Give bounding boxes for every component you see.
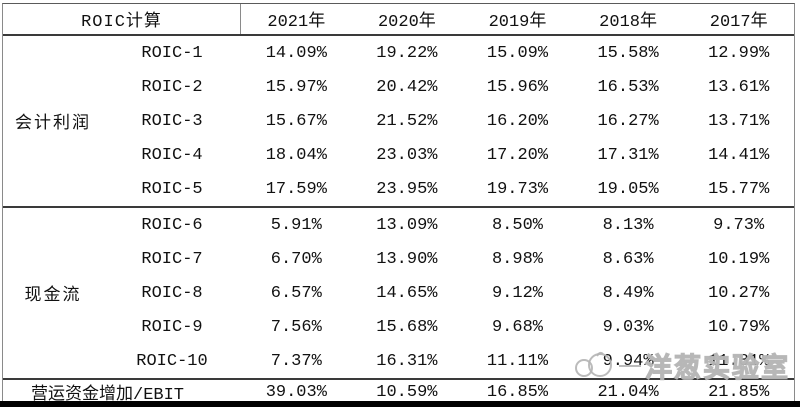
value-cell: 16.53% — [597, 77, 659, 97]
value-cell: 6.57% — [270, 283, 322, 303]
value-cell: 10.27% — [708, 283, 770, 303]
roic-label: ROIC-7 — [141, 249, 203, 269]
value-cell: 11.81% — [708, 351, 770, 371]
value-cell: 11.11% — [486, 351, 549, 371]
value-cell: 8.50% — [491, 215, 543, 235]
table-row-roic-3: ROIC-3 15.67% 21.52% 16.20% 16.27% 13.71… — [103, 104, 794, 138]
value-cell: 14.09% — [265, 43, 327, 63]
group-label-cash-flow: 现金流 — [24, 287, 82, 306]
table-row-roic-5: ROIC-5 17.59% 23.95% 19.73% 19.05% 15.77… — [103, 172, 794, 206]
value-cell: 9.12% — [491, 283, 543, 303]
value-cell: 6.70% — [270, 249, 322, 269]
value-cell: 19.22% — [376, 43, 438, 63]
value-cell: 5.91% — [270, 215, 322, 235]
value-cell: 9.73% — [713, 215, 765, 235]
value-cell: 15.77% — [708, 179, 770, 199]
value-cell: 9.03% — [602, 317, 654, 337]
group-rows: ROIC-1 14.09% 19.22% 15.09% 15.58% 12.99… — [103, 36, 794, 206]
value-cell: 13.71% — [708, 111, 770, 131]
value-cell: 12.99% — [708, 43, 770, 63]
table-footer-row: 营运资金增加/EBIT 39.03% 10.59% 16.85% 21.04% … — [3, 380, 794, 406]
value-cell: 18.04% — [265, 145, 327, 165]
value-cell: 15.96% — [486, 77, 549, 97]
value-cell: 8.98% — [491, 249, 543, 269]
value-cell: 17.20% — [486, 145, 549, 165]
table-row-roic-7: ROIC-7 6.70% 13.90% 8.98% 8.63% 10.19% — [103, 242, 794, 276]
value-cell: 15.68% — [376, 317, 438, 337]
value-cell: 14.65% — [376, 283, 438, 303]
value-cell: 39.03% — [265, 382, 327, 402]
value-cell: 7.37% — [270, 351, 322, 371]
value-cell: 13.61% — [708, 77, 770, 97]
roic-label: ROIC-1 — [141, 43, 203, 63]
roic-label: ROIC-4 — [141, 145, 203, 165]
value-cell: 19.73% — [486, 179, 549, 199]
value-cell: 15.58% — [597, 43, 659, 63]
value-cell: 17.31% — [597, 145, 659, 165]
header-year-2021: 2021年 — [267, 13, 326, 32]
roic-label: ROIC-3 — [141, 111, 203, 131]
value-cell: 21.04% — [597, 382, 659, 402]
footer-label-ebit: 营运资金增加/EBIT — [31, 386, 185, 405]
value-cell: 23.03% — [376, 145, 438, 165]
value-cell: 9.94% — [602, 351, 654, 371]
value-cell: 10.79% — [708, 317, 770, 337]
value-cell: 13.90% — [376, 249, 438, 269]
value-cell: 16.31% — [376, 351, 438, 371]
table-row-roic-9: ROIC-9 7.56% 15.68% 9.68% 9.03% 10.79% — [103, 310, 794, 344]
value-cell: 8.49% — [602, 283, 654, 303]
value-cell: 21.52% — [376, 111, 438, 131]
bottom-border-bar — [0, 401, 800, 407]
group-cash-flow: 现金流 ROIC-6 5.91% 13.09% 8.50% 8.13% 9.73… — [3, 208, 794, 380]
group-label-accounting-profit: 会计利润 — [15, 115, 91, 134]
table-row-roic-6: ROIC-6 5.91% 13.09% 8.50% 8.13% 9.73% — [103, 208, 794, 242]
value-cell: 16.27% — [597, 111, 659, 131]
value-cell: 10.19% — [708, 249, 770, 269]
roic-label: ROIC-9 — [141, 317, 203, 337]
header-year-2020: 2020年 — [377, 13, 436, 32]
value-cell: 13.09% — [376, 215, 438, 235]
header-roic-calc: ROIC计算 — [3, 4, 241, 34]
value-cell: 20.42% — [376, 77, 438, 97]
roic-label: ROIC-5 — [141, 179, 203, 199]
value-cell: 16.85% — [486, 382, 549, 402]
roic-table: ROIC计算 2021年 2020年 2019年 2018年 2017年 会计利… — [2, 3, 795, 406]
value-cell: 9.68% — [491, 317, 543, 337]
value-cell: 15.97% — [265, 77, 327, 97]
header-year-2018: 2018年 — [599, 13, 657, 32]
table-row-roic-2: ROIC-2 15.97% 20.42% 15.96% 16.53% 13.61… — [103, 70, 794, 104]
value-cell: 8.13% — [602, 215, 654, 235]
roic-label: ROIC-6 — [141, 215, 203, 235]
value-cell: 15.09% — [486, 43, 549, 63]
roic-label: ROIC-10 — [136, 351, 208, 371]
roic-label: ROIC-2 — [141, 77, 203, 97]
value-cell: 14.41% — [708, 145, 770, 165]
value-cell: 17.59% — [265, 179, 327, 199]
table-header-row: ROIC计算 2021年 2020年 2019年 2018年 2017年 — [3, 4, 794, 36]
group-accounting-profit: 会计利润 ROIC-1 14.09% 19.22% 15.09% 15.58% … — [3, 36, 794, 208]
value-cell: 7.56% — [270, 317, 322, 337]
value-cell: 8.63% — [602, 249, 654, 269]
header-year-2019: 2019年 — [488, 13, 547, 32]
header-year-2017: 2017年 — [709, 13, 768, 32]
value-cell: 19.05% — [597, 179, 659, 199]
roic-label: ROIC-8 — [141, 283, 203, 303]
value-cell: 16.20% — [486, 111, 549, 131]
value-cell: 21.85% — [708, 382, 770, 402]
group-rows: ROIC-6 5.91% 13.09% 8.50% 8.13% 9.73% RO… — [103, 208, 794, 378]
value-cell: 15.67% — [265, 111, 327, 131]
table-row-roic-1: ROIC-1 14.09% 19.22% 15.09% 15.58% 12.99… — [103, 36, 794, 70]
value-cell: 10.59% — [376, 382, 438, 402]
value-cell: 23.95% — [376, 179, 438, 199]
table-row-roic-10: ROIC-10 7.37% 16.31% 11.11% 9.94% 11.81% — [103, 344, 794, 378]
table-row-roic-8: ROIC-8 6.57% 14.65% 9.12% 8.49% 10.27% — [103, 276, 794, 310]
table-row-roic-4: ROIC-4 18.04% 23.03% 17.20% 17.31% 14.41… — [103, 138, 794, 172]
